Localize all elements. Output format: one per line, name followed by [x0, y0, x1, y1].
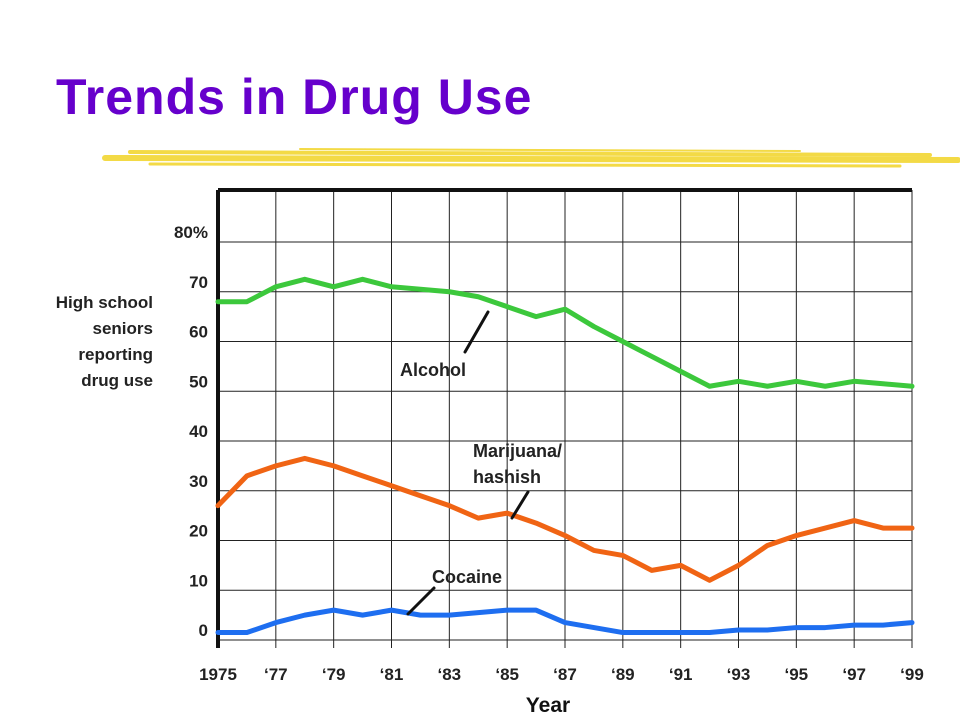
series-line-cocaine — [215, 607, 915, 636]
leader-line-marijuana-hashish — [510, 490, 530, 520]
y-axis-title-line: drug use — [81, 371, 153, 390]
underline-stroke — [299, 148, 801, 152]
series-label-marijuana-hashish: hashish — [473, 467, 541, 487]
x-tick-label: ‘77 — [264, 665, 288, 684]
series-label-alcohol: Alcohol — [400, 360, 466, 380]
y-tick-label: 60 — [189, 323, 208, 342]
y-tick-label: 0 — [199, 621, 208, 640]
leader-line-cocaine — [406, 586, 436, 616]
x-tick-label: ‘89 — [611, 665, 635, 684]
x-tick-label: ‘91 — [669, 665, 693, 684]
x-tick-label: ‘79 — [322, 665, 346, 684]
series-line-alcohol — [215, 276, 915, 389]
series-label-marijuana-hashish: Marijuana/ — [473, 441, 562, 461]
series-lines — [215, 276, 915, 636]
x-tick-label: ‘83 — [438, 665, 462, 684]
x-tick-label: ‘81 — [380, 665, 404, 684]
series-label-cocaine: Cocaine — [432, 567, 502, 587]
y-tick-label: 50 — [189, 372, 208, 391]
y-tick-label: 80% — [174, 223, 208, 242]
underline-stroke — [128, 150, 932, 157]
x-tick-label: ‘87 — [553, 665, 577, 684]
x-tick-label: ‘95 — [785, 665, 809, 684]
x-tick-labels: 1975 ‘77 ‘79 ‘81 ‘83 ‘85 ‘87 ‘89 ‘91 ‘93 ‘95 ‘97 ‘99 — [199, 665, 924, 684]
y-axis-title-line: reporting — [78, 345, 153, 364]
leader-line-alcohol — [463, 310, 490, 354]
y-tick-label: 30 — [189, 472, 208, 491]
x-tick-label: ‘85 — [495, 665, 519, 684]
y-tick-label: 10 — [189, 571, 208, 590]
underline-stroke — [148, 162, 902, 168]
x-axis-title: Year — [526, 694, 570, 717]
y-tick-labels: 0 10 20 30 40 50 60 70 80% — [174, 223, 208, 640]
slide-title: Trends in Drug Use — [56, 69, 533, 125]
chart-frame — [216, 188, 912, 648]
underline-stroke — [102, 155, 960, 163]
y-axis-title-line: seniors — [93, 319, 153, 338]
series-labels: Alcohol Marijuana/hashish Cocaine — [400, 310, 562, 616]
y-axis-title: High school seniors reporting drug use — [56, 293, 153, 390]
title-underline-brushstroke — [102, 148, 960, 168]
x-tick-label: 1975 — [199, 665, 237, 684]
x-tick-label: ‘99 — [900, 665, 924, 684]
y-tick-label: 40 — [189, 422, 208, 441]
x-tick-label: ‘97 — [842, 665, 866, 684]
y-tick-label: 70 — [189, 273, 208, 292]
y-axis-title-line: High school — [56, 293, 153, 312]
x-tick-label: ‘93 — [727, 665, 751, 684]
chart-grid — [217, 190, 913, 648]
y-tick-label: 20 — [189, 522, 208, 541]
series-line-marijuana-hashish — [215, 455, 915, 583]
